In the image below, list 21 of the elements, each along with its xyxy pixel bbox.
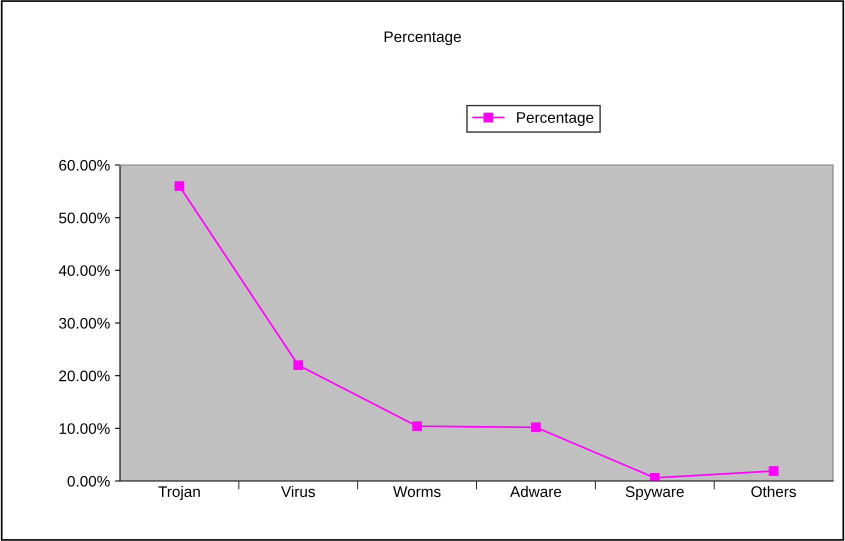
y-tick-label: 50.00% xyxy=(59,212,110,224)
x-tick-label: Trojan xyxy=(158,486,200,500)
y-tick-label: 20.00% xyxy=(59,370,110,382)
point xyxy=(531,422,541,432)
point xyxy=(650,472,660,481)
y-tick-label: 40.00% xyxy=(58,265,110,276)
y-tick-label: 10.00% xyxy=(60,423,110,434)
y-tick-label: 30.00% xyxy=(59,318,110,329)
x-tick-label: Spyware xyxy=(626,486,684,500)
point xyxy=(293,360,304,370)
point xyxy=(412,421,422,432)
point xyxy=(174,181,184,191)
x-tick-label: Worms xyxy=(393,486,441,498)
legend-label: Percentage xyxy=(517,112,594,126)
x-tick-label: Others xyxy=(751,486,796,498)
y-tick-label: 0.00% xyxy=(68,476,110,487)
x-tick-label: Virus xyxy=(281,486,315,498)
point xyxy=(768,466,778,476)
chart-title: Percentage xyxy=(384,31,461,46)
x-tick-label: Adware xyxy=(510,486,562,498)
y-tick-label: 60.00% xyxy=(59,160,110,171)
